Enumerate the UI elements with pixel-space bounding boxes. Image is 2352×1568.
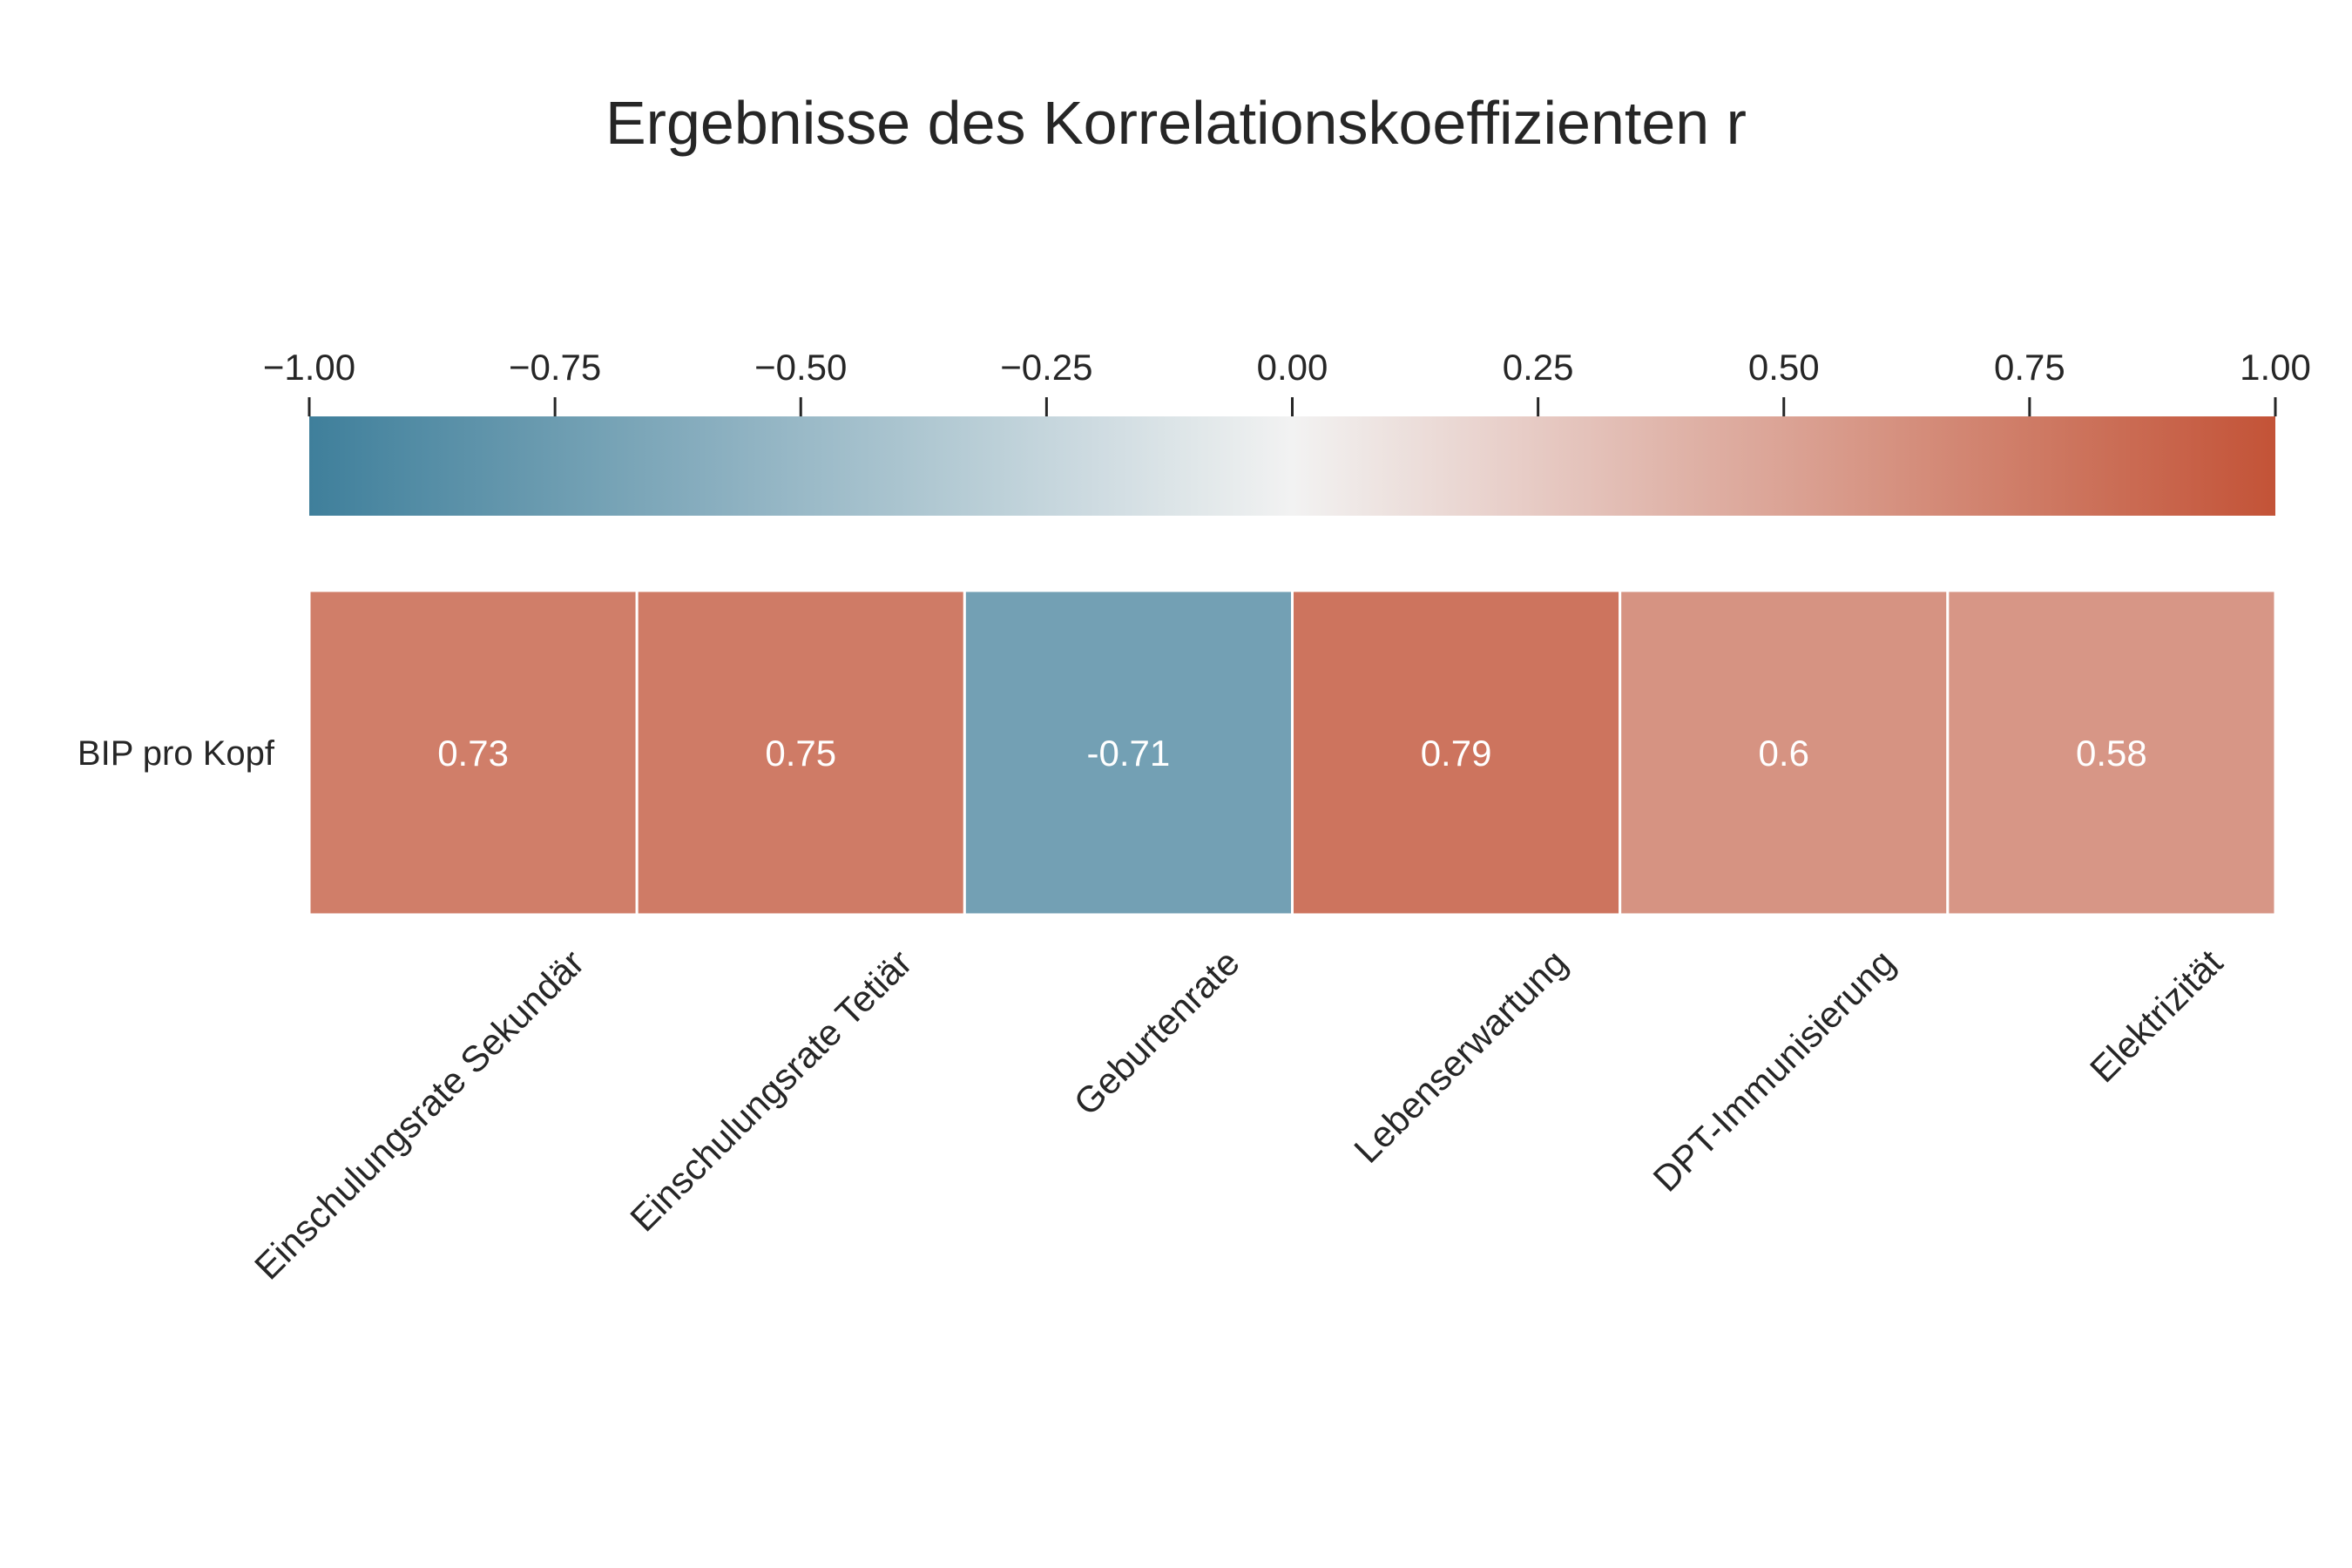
colorbar-tick-label: 1.00 [2240,347,2311,388]
colorbar-tick-label: −0.50 [754,347,847,388]
cell-value-label: 0.75 [765,733,836,774]
heatmap-cell [963,589,1294,916]
colorbar-tick-label: −0.75 [509,347,601,388]
column-label: Geburtenrate [1066,942,1247,1123]
column-labels: Einschulungsrate Sekundär Einschulungsrat… [247,942,2231,1288]
heatmap-cell [1291,589,1622,916]
cell-value-label: 0.6 [1759,733,1809,774]
colorbar-tick-label: 0.75 [1994,347,2065,388]
cell-value-label: 0.73 [437,733,509,774]
row-labels: BIP pro Kopf [78,734,275,773]
colorbar-gradient [309,416,2275,516]
colorbar-tick-label: −0.25 [1000,347,1092,388]
row-label: BIP pro Kopf [78,734,275,773]
heatmap-cell [1946,589,2277,916]
column-label: Elektrizität [2082,942,2230,1090]
heatmap-cell [1619,589,1950,916]
heatmap-cell [635,589,966,916]
column-label: DPT-Immunisierung [1645,942,1903,1200]
colorbar-tick-label: −1.00 [263,347,355,388]
column-label: Einschulungsrate Tetiär [622,942,919,1239]
cell-value-label: 0.58 [2076,733,2147,774]
colorbar-tick-label: 0.25 [1503,347,1574,388]
cell-value-label: -0.71 [1087,733,1171,774]
colorbar: −1.00 −0.75 −0.50 −0.25 0.00 0.25 0.50 0.75 1.00 [263,347,2311,516]
heatmap-cells: 0.73 0.75 -0.71 0.79 0.6 0.58 [308,589,2277,916]
column-label: Lebenserwartung [1346,942,1575,1171]
cell-value-label: 0.79 [1421,733,1492,774]
colorbar-tick-label: 0.50 [1748,347,1820,388]
chart-title: Ergebnisse des Korrelationskoeffizienten… [605,89,1747,157]
column-label: Einschulungsrate Sekundär [247,942,591,1287]
colorbar-tick-label: 0.00 [1257,347,1328,388]
